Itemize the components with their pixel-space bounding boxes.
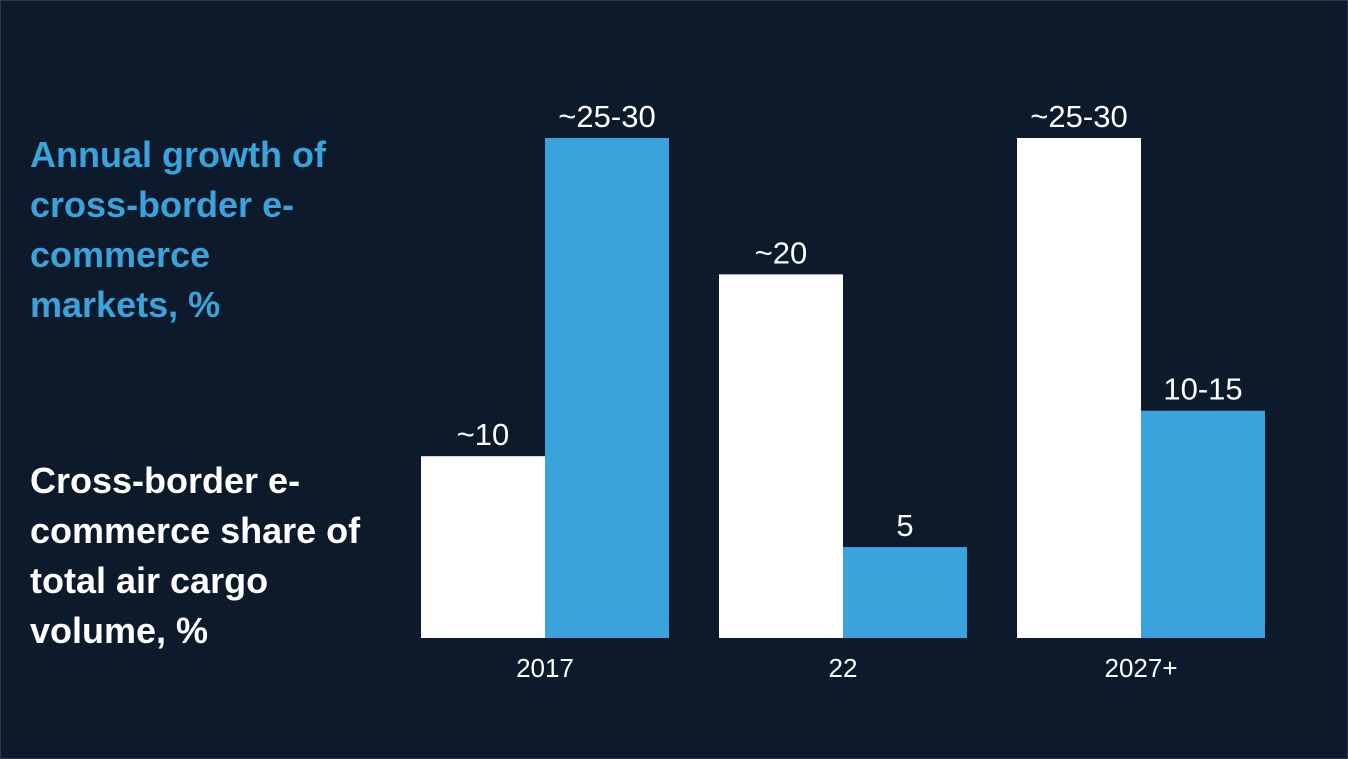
legend-entry: Cross-border e-commerce share of total a…: [30, 460, 361, 651]
bar: [1141, 410, 1265, 638]
bar: [1017, 138, 1141, 638]
data-label: ~20: [755, 235, 808, 270]
data-label: ~25-30: [558, 99, 655, 134]
x-tick-label: 2027+: [1104, 653, 1177, 683]
bar: [719, 274, 843, 638]
bar: [421, 456, 545, 638]
bar: [843, 547, 967, 638]
data-label: 10-15: [1163, 372, 1242, 407]
data-label: 5: [896, 508, 913, 543]
x-tick-label: 2017: [516, 653, 574, 683]
x-tick-label: 22: [829, 653, 858, 683]
data-label: ~10: [457, 417, 510, 452]
data-label: ~25-30: [1030, 99, 1127, 134]
legend-entry: Annual growth of cross-border e-commerce…: [30, 134, 326, 325]
bar: [545, 138, 669, 638]
